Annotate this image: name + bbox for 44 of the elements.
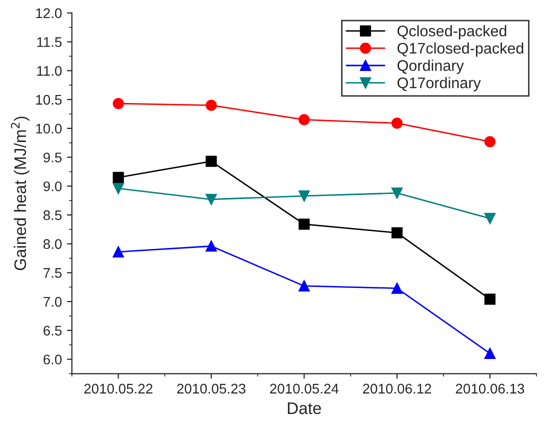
legend-label: Q17ordinary — [398, 77, 481, 92]
point — [298, 190, 310, 202]
x-tick-label: 2010.05.23 — [177, 384, 246, 394]
y-tick-label: 9.5 — [44, 152, 62, 162]
point — [298, 114, 310, 126]
point — [206, 156, 217, 167]
y-tick-label: 8.5 — [43, 210, 62, 220]
x-axis-title: Date — [288, 402, 322, 414]
point — [392, 187, 403, 199]
y-tick-label: 11.5 — [37, 37, 62, 47]
y-tick-label: 8.0 — [43, 239, 62, 249]
y-axis-title: Gained heat (MJ/m$^{2}$) — [10, 116, 30, 270]
x-tick-label: 2010.06.12 — [363, 384, 432, 394]
point — [392, 227, 403, 238]
point — [206, 240, 217, 252]
point — [392, 118, 403, 129]
y-tick-label: 6.5 — [44, 326, 62, 336]
y-tick-label: 7.5 — [44, 268, 62, 278]
legend-label: Qordinary — [398, 60, 464, 74]
y-tick-label: 12.0 — [36, 8, 62, 18]
y-tick-label: 7.0 — [44, 296, 62, 307]
point — [206, 100, 217, 111]
point — [112, 246, 124, 258]
point — [206, 194, 217, 205]
y-tick-label: 10.0 — [36, 124, 62, 134]
x-tick-label: 2010.06.13 — [456, 384, 524, 394]
legend-label: Qclosed-packed — [398, 25, 506, 40]
point — [298, 218, 310, 230]
point — [112, 98, 124, 110]
point — [392, 282, 403, 294]
y-tick-label: 11.0 — [37, 66, 62, 76]
y-tick-label: 10.5 — [36, 94, 62, 105]
point — [112, 172, 124, 184]
point — [484, 294, 496, 305]
point — [484, 212, 496, 224]
x-tick-label: 2010.05.24 — [270, 384, 339, 394]
x-tick-label: 2010.05.22 — [84, 384, 152, 394]
point — [298, 280, 310, 292]
y-tick-label: 6.0 — [44, 354, 62, 364]
legend-label: Q17closed-packed — [398, 42, 524, 57]
point — [484, 136, 496, 148]
y-tick-label: 9.0 — [44, 181, 62, 192]
point — [484, 348, 496, 360]
point — [112, 182, 124, 194]
